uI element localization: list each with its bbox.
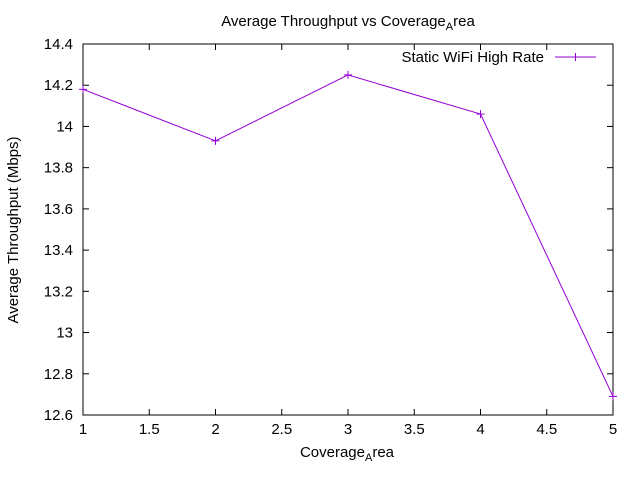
y-tick-label: 12.6 (44, 407, 73, 424)
chart-title: Average Throughput vs CoverageArea (221, 13, 475, 33)
y-axis-ticks: 12.6 12.8 13 13.2 13.4 13.6 13.8 14 14.2 14.4 (44, 36, 613, 424)
chart-title-tail: rea (453, 13, 475, 30)
x-tick-label: 2.5 (271, 421, 292, 438)
y-tick-label: 14 (56, 118, 73, 135)
y-tick-label: 13.6 (44, 201, 73, 218)
x-tick-label: 1 (79, 421, 87, 438)
x-tick-label: 3.5 (404, 421, 425, 438)
data-point (211, 136, 220, 145)
chart-title-subscript: A (446, 21, 454, 33)
y-tick-label: 13 (56, 325, 73, 342)
x-axis-label-subscript: A (365, 452, 373, 464)
y-tick-label: 13.2 (44, 283, 73, 300)
legend: Static WiFi High Rate (401, 49, 596, 66)
y-axis-label: Average Throughput (Mbps) (5, 136, 22, 323)
x-axis-ticks: 1 1.5 2 2.5 3 3.5 4 4.5 5 (79, 44, 617, 438)
x-tick-label: 5 (609, 421, 617, 438)
data-point (344, 70, 352, 79)
data-point (609, 392, 617, 401)
x-axis-label-tail: rea (372, 444, 394, 461)
y-tick-label: 12.8 (44, 366, 73, 383)
x-axis-label-main: Coverage (300, 444, 365, 461)
x-axis-label: CoverageArea (300, 444, 395, 464)
data-point (476, 110, 485, 119)
chart-title-main: Average Throughput vs Coverage (221, 13, 446, 30)
plot-frame (82, 43, 614, 416)
y-tick-label: 14.2 (44, 77, 73, 94)
series-layer (79, 70, 617, 401)
x-tick-label: 4 (476, 421, 484, 438)
legend-marker (571, 53, 580, 61)
legend-label: Static WiFi High Rate (401, 49, 544, 66)
series-line (82, 74, 614, 397)
x-tick-label: 4.5 (536, 421, 557, 438)
y-tick-label: 13.4 (44, 242, 73, 259)
x-tick-label: 2 (211, 421, 219, 438)
x-tick-label: 3 (344, 421, 352, 438)
x-tick-label: 1.5 (139, 421, 160, 438)
data-point (79, 85, 87, 94)
y-tick-label: 13.8 (44, 160, 73, 177)
y-tick-label: 14.4 (44, 36, 73, 53)
